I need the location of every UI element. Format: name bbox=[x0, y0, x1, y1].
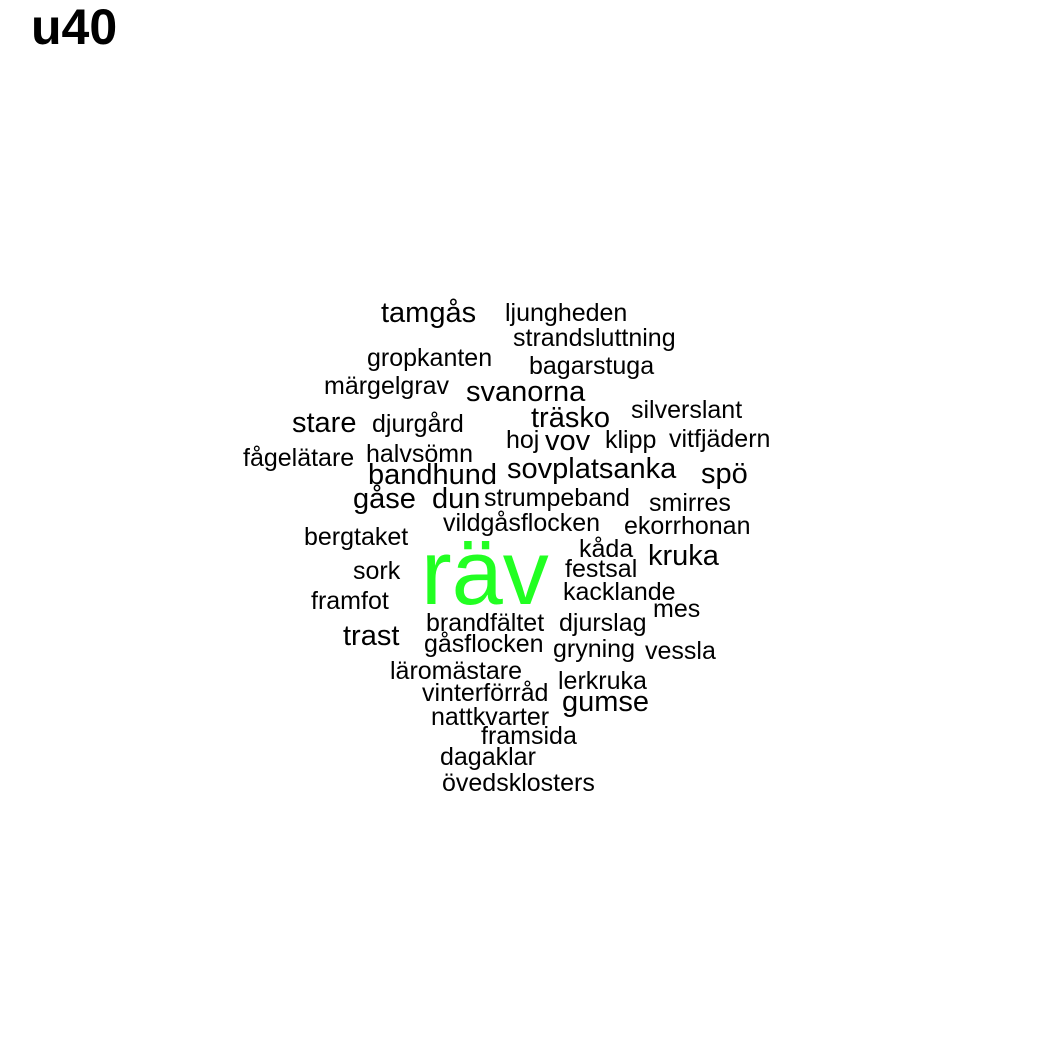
word-strumpeband: strumpeband bbox=[484, 484, 630, 512]
word-sork: sork bbox=[353, 557, 401, 585]
word-ekorrhonan: ekorrhonan bbox=[624, 512, 751, 540]
word-ovedsklosters: övedsklosters bbox=[442, 769, 595, 797]
word-bagarstuga: bagarstuga bbox=[529, 352, 655, 380]
word-vessla: vessla bbox=[645, 637, 716, 665]
word-smirres: smirres bbox=[649, 489, 731, 517]
word-bergtaket: bergtaket bbox=[304, 523, 409, 551]
word-framsida: framsida bbox=[481, 722, 577, 750]
word-djurslag: djurslag bbox=[559, 609, 647, 637]
word-ljungheden: ljungheden bbox=[505, 299, 628, 327]
word-margelgrav: märgelgrav bbox=[324, 372, 450, 400]
word-vildgasflocken: vildgåsflocken bbox=[443, 509, 601, 537]
word-gase: gåse bbox=[353, 483, 416, 515]
word-dagaklar: dagaklar bbox=[440, 743, 536, 771]
word-gasflocken: gåsflocken bbox=[424, 630, 544, 658]
word-gumse: gumse bbox=[562, 686, 650, 718]
word-laromastare: läromästare bbox=[390, 657, 522, 685]
page-title: u40 bbox=[31, 0, 118, 55]
word-vitfjadern: vitfjädern bbox=[669, 425, 771, 453]
word-kada: kåda bbox=[579, 535, 634, 563]
word-klipp: klipp bbox=[605, 426, 657, 454]
word-trast: trast bbox=[343, 620, 400, 652]
word-festsal: festsal bbox=[565, 555, 638, 583]
word-gropkanten: gropkanten bbox=[367, 344, 493, 372]
word-lerkruka: lerkruka bbox=[558, 667, 647, 695]
word-kacklande: kacklande bbox=[563, 578, 676, 606]
word-strandsluttning: strandsluttning bbox=[513, 324, 676, 352]
word-dun: dun bbox=[432, 483, 481, 515]
word-vov: vov bbox=[545, 425, 591, 457]
word-silverslant: silverslant bbox=[631, 396, 743, 424]
word-vinterforrad: vinterförråd bbox=[422, 679, 549, 707]
word-sovplatsanka: sovplatsanka bbox=[507, 453, 677, 485]
word-brandfaltet: brandfältet bbox=[426, 609, 545, 637]
word-trasko: träsko bbox=[531, 402, 610, 434]
word-nattkvarter: nattkvarter bbox=[431, 703, 550, 731]
word-tamgas: tamgås bbox=[381, 297, 477, 329]
word-halvsomn: halvsömn bbox=[366, 440, 473, 468]
word-bandhund: bandhund bbox=[368, 459, 498, 491]
word-hoj: hoj bbox=[506, 426, 540, 454]
word-mes: mes bbox=[653, 595, 701, 623]
word-framfot: framfot bbox=[311, 587, 389, 615]
word-kruka: kruka bbox=[648, 540, 719, 572]
word-spo: spö bbox=[701, 458, 748, 490]
word-gryning: gryning bbox=[553, 635, 635, 663]
word-djurgard: djurgård bbox=[372, 410, 464, 438]
word-rav-highlight: räv bbox=[421, 522, 549, 624]
word-stare: stare bbox=[292, 407, 357, 439]
word-fagelatare: fågelätare bbox=[243, 444, 355, 472]
word-svanorna: svanorna bbox=[466, 376, 586, 408]
